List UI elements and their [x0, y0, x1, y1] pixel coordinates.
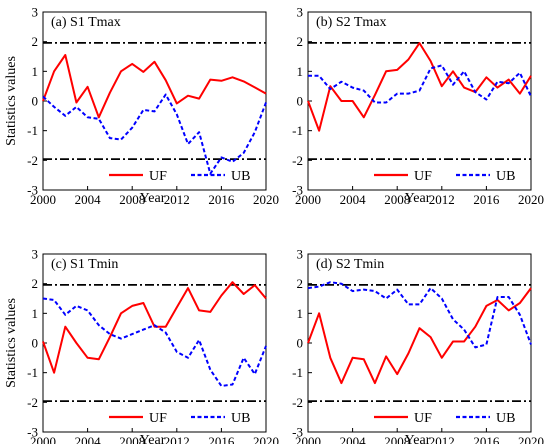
x-tick-label: 2016 — [208, 192, 235, 207]
x-tick-label: 2008 — [384, 192, 410, 207]
y-tick-label: 1 — [32, 306, 39, 321]
legend-label-uf: UF — [149, 411, 167, 426]
legend-label-ub: UB — [231, 169, 250, 184]
series-line-ub — [42, 93, 267, 175]
x-tick-label: 2012 — [429, 434, 455, 444]
x-tick-label: 2020 — [253, 434, 279, 444]
y-tick-label: 1 — [32, 64, 39, 79]
y-axis-title: Statistics values — [4, 298, 19, 388]
x-tick-label: 2016 — [473, 434, 500, 444]
legend-label-ub: UB — [231, 411, 250, 426]
y-tick-label: -2 — [292, 395, 303, 410]
x-tick-label: 2008 — [119, 434, 145, 444]
y-axis-title: Statistics values — [4, 56, 19, 146]
x-tick-label: 2004 — [75, 192, 102, 207]
panel-4: -3 -2 -1 0 1 2 3 2000 2004 2008 2012 2016 2020 (d) S2… — [292, 247, 544, 444]
x-tick-label: 2000 — [30, 434, 56, 444]
x-tick-label: 2020 — [518, 434, 544, 444]
x-tick-label: 2012 — [164, 434, 190, 444]
x-tick-label: 2012 — [429, 192, 455, 207]
legend-label-ub: UB — [496, 411, 515, 426]
y-tick-label: 2 — [297, 276, 304, 291]
legend-label-ub: UB — [496, 169, 515, 184]
panel-2: -3 -2 -1 0 1 2 3 2000 2004 2008 2012 2016 2020 (b) S2… — [292, 5, 544, 208]
y-tick-label: -2 — [27, 153, 38, 168]
y-tick-label: 1 — [297, 306, 304, 321]
y-tick-label: -3 — [27, 183, 38, 198]
x-tick-label: 2020 — [253, 192, 279, 207]
y-tick-label: 0 — [297, 94, 304, 109]
y-tick-label: 3 — [32, 5, 39, 20]
x-tick-label: 2004 — [75, 434, 102, 444]
legend-label-uf: UF — [149, 169, 167, 184]
series-line-uf — [42, 54, 267, 119]
panel-3: -3 -2 -1 0 1 2 3 2000 2004 2008 2012 2016 2020 (c) S1… — [4, 247, 279, 444]
y-tick-label: 2 — [32, 34, 39, 49]
panel-title: (b) S2 Tmax — [316, 15, 387, 30]
panel-1: -3 -2 -1 0 1 2 3 2000 2004 2008 2012 2016 2020 (a) S1… — [4, 5, 279, 208]
x-tick-label: 2004 — [340, 434, 367, 444]
x-tick-label: 2016 — [208, 434, 235, 444]
series-line-ub — [42, 297, 267, 387]
x-tick-label: 2008 — [384, 434, 410, 444]
y-tick-label: -3 — [292, 425, 303, 440]
y-tick-label: -1 — [27, 123, 38, 138]
x-tick-label: 2020 — [518, 192, 544, 207]
y-tick-label: -1 — [292, 123, 303, 138]
x-axis-title: Year — [140, 433, 166, 444]
y-tick-label: -2 — [292, 153, 303, 168]
y-tick-label: -3 — [292, 183, 303, 198]
y-tick-label: 0 — [32, 94, 39, 109]
y-tick-label: 1 — [297, 64, 304, 79]
legend-label-uf: UF — [414, 411, 432, 426]
x-axis-title: Year — [405, 433, 431, 444]
x-tick-label: 2012 — [164, 192, 190, 207]
y-tick-label: 2 — [32, 276, 39, 291]
x-axis-title: Year — [140, 191, 166, 206]
legend-label-uf: UF — [414, 169, 432, 184]
x-tick-label: 2016 — [473, 192, 500, 207]
x-tick-label: 2004 — [340, 192, 367, 207]
panel-title: (c) S1 Tmin — [51, 257, 118, 272]
x-tick-label: 2008 — [119, 192, 145, 207]
series-line-uf — [42, 281, 267, 374]
series-line-ub — [308, 64, 532, 104]
series-line-uf — [307, 287, 532, 385]
y-tick-label: -3 — [27, 425, 38, 440]
y-tick-label: 0 — [32, 336, 39, 351]
series-line-ub — [307, 281, 532, 349]
y-tick-label: -2 — [27, 395, 38, 410]
y-tick-label: 0 — [297, 336, 304, 351]
x-axis-title: Year — [405, 191, 431, 206]
x-tick-label: 2000 — [295, 192, 321, 207]
panel-title: (a) S1 Tmax — [51, 15, 121, 30]
y-tick-label: 2 — [297, 34, 304, 49]
panel-title: (d) S2 Tmin — [316, 257, 384, 272]
y-tick-label: 3 — [32, 247, 39, 262]
x-tick-label: 2000 — [295, 434, 321, 444]
y-tick-label: -1 — [292, 365, 303, 380]
x-tick-label: 2000 — [30, 192, 56, 207]
plot-frame — [307, 253, 532, 433]
series-line-uf — [307, 42, 532, 132]
y-tick-label: 3 — [297, 5, 304, 20]
y-tick-label: -1 — [27, 365, 38, 380]
y-tick-label: 3 — [297, 247, 304, 262]
